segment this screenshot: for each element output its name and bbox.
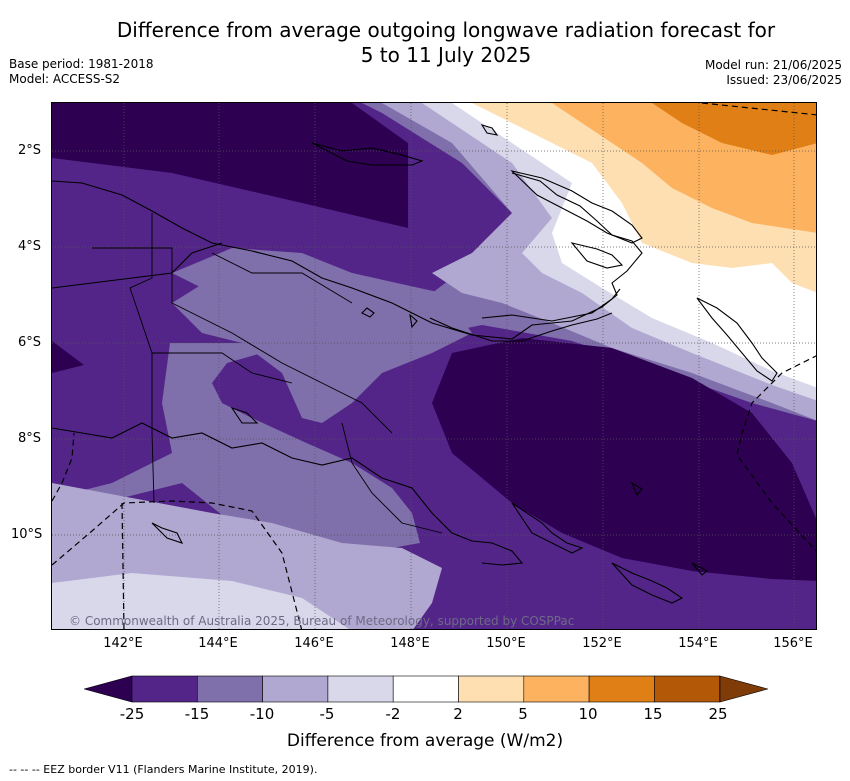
map-title: Difference from average outgoing longwav…: [0, 18, 850, 68]
colorbar: [84, 675, 768, 703]
field-se-lt25: [432, 338, 816, 581]
lat-label-6s: 6°S: [18, 335, 42, 350]
colorbar-cell: [197, 675, 263, 703]
lat-label-4s: 4°S: [18, 239, 42, 254]
meta-right: Model run: 21/06/2025 Issued: 23/06/2025: [705, 58, 842, 88]
model-run: Model run: 21/06/2025: [704, 58, 842, 72]
colorbar-high-arrow: [719, 675, 768, 703]
model-name: Model: ACCESS-S2: [9, 72, 121, 86]
colorbar-cells: [131, 675, 721, 703]
eez-borders: [52, 103, 816, 629]
issued-date: Issued: 23/06/2025: [726, 73, 842, 87]
graticule: [52, 103, 816, 629]
base-period: Base period: 1981-2018: [9, 57, 154, 71]
olr-anomaly-map: [52, 103, 816, 629]
inland-borders: [92, 213, 443, 534]
legend-tick: 5: [518, 705, 528, 723]
legend-title: Difference from average (W/m2): [286, 731, 564, 751]
lon-label-150e: 150°E: [486, 636, 526, 651]
lon-label-152e: 152°E: [582, 636, 622, 651]
title-line-2: 5 to 11 July 2025: [360, 43, 532, 67]
lat-label-10s: 10°S: [11, 527, 43, 542]
lat-label-8s: 8°S: [18, 431, 42, 446]
lon-label-154e: 154°E: [678, 636, 718, 651]
lon-label-142e: 142°E: [103, 636, 143, 651]
legend-tick: 2: [453, 705, 463, 723]
field-central: [172, 253, 472, 423]
legend-tick: 15: [643, 705, 663, 723]
colorbar-cell: [131, 675, 198, 703]
field-nw-lt25: [52, 103, 408, 228]
legend-tick: 25: [708, 705, 728, 723]
colorbar-low-arrow: [84, 675, 133, 703]
copyright-notice: © Commonwealth of Australia 2025, Bureau…: [69, 614, 575, 628]
colorbar-cell: [262, 675, 329, 703]
legend-tick: -15: [184, 705, 210, 723]
legend-tick: -25: [119, 705, 145, 723]
field-sw-minus2: [52, 573, 349, 629]
meta-left: Base period: 1981-2018 Model: ACCESS-S2: [9, 57, 154, 87]
eez-border-note: -- -- -- EEZ border V11 (Flanders Marine…: [9, 763, 318, 776]
colorbar-cell: [458, 675, 525, 703]
colorbar-cell: [523, 675, 590, 703]
lon-label-144e: 144°E: [198, 636, 238, 651]
lon-label-146e: 146°E: [294, 636, 334, 651]
lat-label-2s: 2°S: [18, 143, 42, 158]
legend-tick: 10: [578, 705, 598, 723]
colorbar-cell: [588, 675, 655, 703]
field-w-lt25: [52, 341, 84, 373]
lon-label-156e: 156°E: [773, 636, 813, 651]
lon-label-148e: 148°E: [390, 636, 430, 651]
legend-tick: -2: [385, 705, 401, 723]
title-line-1: Difference from average outgoing longwav…: [116, 18, 776, 42]
map-panel[interactable]: [51, 102, 817, 630]
colorbar-cell: [327, 675, 394, 703]
legend-tick: -10: [249, 705, 275, 723]
legend-tick: -5: [319, 705, 335, 723]
colorbar-cell: [654, 675, 721, 703]
field-plus10: [652, 103, 816, 155]
colorbar-cell: [392, 675, 459, 703]
